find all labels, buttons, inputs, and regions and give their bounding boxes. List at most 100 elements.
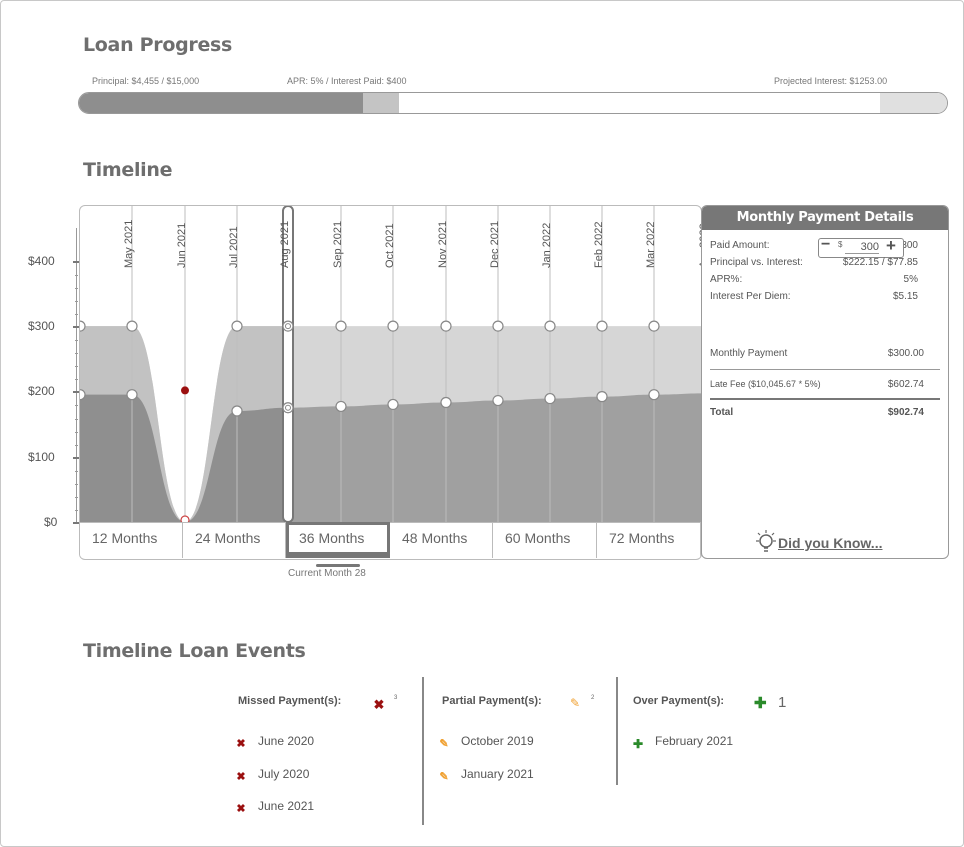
timeline-chart[interactable]: May 2021 Jun 2021 Jul 2021 Aug 2021 Sep 2021… — [79, 205, 702, 560]
total-point-inner — [285, 323, 291, 330]
y-minor-tick — [75, 314, 78, 315]
y-tick — [73, 391, 79, 394]
missed-payment-icon: ✖ — [236, 738, 246, 750]
principal-point — [596, 391, 608, 403]
paid-amount-stepper[interactable]: − $ 300 + — [818, 236, 904, 258]
total-point — [387, 320, 399, 332]
currency-symbol: $ — [838, 240, 843, 249]
partial-payment-item[interactable]: January 2021 — [461, 766, 534, 781]
y-tick-label: $400 — [28, 253, 55, 268]
late-fee-value: $602.74 — [887, 379, 924, 390]
y-minor-tick — [75, 366, 78, 367]
interest-per-diem-value: $5.15 — [892, 291, 918, 302]
missed-payment-item[interactable]: June 2021 — [258, 799, 315, 813]
y-minor-tick — [75, 484, 78, 485]
partial-payment-item[interactable]: October 2019 — [461, 734, 534, 748]
total-value: $902.74 — [887, 407, 924, 418]
tab-60-months[interactable]: 60 Months — [493, 522, 597, 558]
total-point — [596, 320, 608, 332]
paid-amount-input[interactable]: 300 — [845, 241, 879, 254]
month-label: Dec 2021 — [489, 220, 501, 268]
y-minor-tick — [75, 340, 78, 341]
loan-progress-title: Loan Progress — [83, 34, 233, 56]
monthly-payment-label: Monthly Payment — [710, 348, 788, 359]
total-label: Total — [710, 407, 734, 418]
y-minor-tick — [75, 275, 78, 276]
principal-point — [492, 394, 504, 407]
divider — [710, 369, 940, 370]
month-label: Oct 2021 — [384, 223, 396, 268]
principal-point — [231, 405, 243, 417]
partial-count: 2 — [591, 695, 595, 701]
principal-point — [80, 389, 86, 401]
missed-payment-icon: ✖ — [236, 770, 246, 783]
total-point — [282, 320, 294, 332]
tab-36-months[interactable]: 36 Months — [286, 522, 390, 558]
total-point — [648, 320, 660, 332]
over-count: 1 — [778, 694, 787, 711]
apr-interest-label: APR: 5% / Interest Paid: $400 — [287, 76, 407, 86]
timeline-tabs: 12 Months 24 Months 36 Months 48 Months 60 M… — [80, 522, 701, 559]
y-minor-tick — [75, 471, 78, 472]
principal-point — [440, 396, 452, 409]
month-label: Mar 2022 — [645, 221, 657, 268]
total-point — [492, 320, 504, 332]
column-divider — [616, 677, 618, 785]
month-label: Jan 2022 — [541, 222, 553, 268]
increment-button[interactable]: + — [886, 236, 896, 255]
paid-amount-label: Paid Amount: — [710, 240, 770, 251]
y-minor-tick — [75, 379, 78, 380]
did-you-know-text[interactable]: Did you Know... — [778, 535, 883, 551]
decrement-button[interactable]: − — [821, 236, 831, 253]
y-minor-tick — [75, 405, 78, 406]
over-plus-icon: ✚ — [754, 695, 767, 712]
missed-payments-label: Missed Payment(s): — [238, 695, 342, 707]
y-minor-tick — [75, 510, 78, 511]
month-label: Aug 2021 — [279, 220, 291, 268]
principal-point — [282, 402, 294, 414]
tab-72-months[interactable]: 72 Months — [597, 522, 701, 558]
principal-vs-interest-label: Principal vs. Interest: — [710, 257, 803, 268]
past-principal-area — [80, 394, 288, 522]
y-tick — [73, 456, 79, 459]
lightbulb-icon — [756, 530, 776, 552]
y-minor-tick — [75, 497, 78, 498]
missed-x-icon: ✖ — [373, 697, 385, 712]
partial-pencil-icon: ✎ — [570, 696, 581, 710]
total-point — [440, 320, 452, 332]
column-divider — [422, 677, 424, 825]
y-tick — [73, 260, 79, 263]
y-minor-tick — [75, 419, 78, 420]
events-title: Timeline Loan Events — [83, 640, 306, 662]
missed-payment-item[interactable]: July 2020 — [258, 766, 310, 781]
monthly-payment-details: Monthly Payment Details Paid Amount: 300… — [701, 205, 949, 559]
month-label: Jun 2021 — [176, 222, 188, 268]
missed-payment-item[interactable]: June 2020 — [258, 734, 315, 748]
total-point — [544, 320, 556, 332]
partial-payment-icon: ✎ — [439, 738, 449, 750]
over-payment-item[interactable]: February 2021 — [655, 734, 734, 748]
principal-point — [387, 398, 399, 411]
total-point — [335, 320, 347, 332]
interest-per-diem-label: Interest Per Diem: — [710, 291, 791, 302]
timeline-chart-svg[interactable] — [80, 206, 701, 522]
principal-point — [544, 392, 556, 405]
over-payment-icon: ✚ — [632, 737, 644, 751]
tab-12-months[interactable]: 12 Months — [80, 522, 183, 558]
y-minor-tick — [75, 353, 78, 354]
tab-48-months[interactable]: 48 Months — [390, 522, 493, 558]
y-tick-label: $300 — [28, 319, 55, 334]
y-minor-tick — [75, 432, 78, 433]
y-axis — [76, 228, 77, 524]
interest-fill — [363, 93, 399, 113]
y-minor-tick — [75, 288, 78, 289]
month-label: Jul 2021 — [228, 226, 240, 268]
divider-total — [710, 398, 940, 400]
month-label: Nov 2021 — [437, 220, 449, 268]
tab-24-months[interactable]: 24 Months — [183, 522, 286, 558]
month-label: Feb 2022 — [593, 221, 605, 268]
paid-amount-trail: 300 — [901, 240, 918, 251]
partial-payment-icon: ✎ — [439, 770, 449, 783]
monthly-payment-value: $300.00 — [887, 348, 924, 359]
total-point — [231, 320, 243, 332]
